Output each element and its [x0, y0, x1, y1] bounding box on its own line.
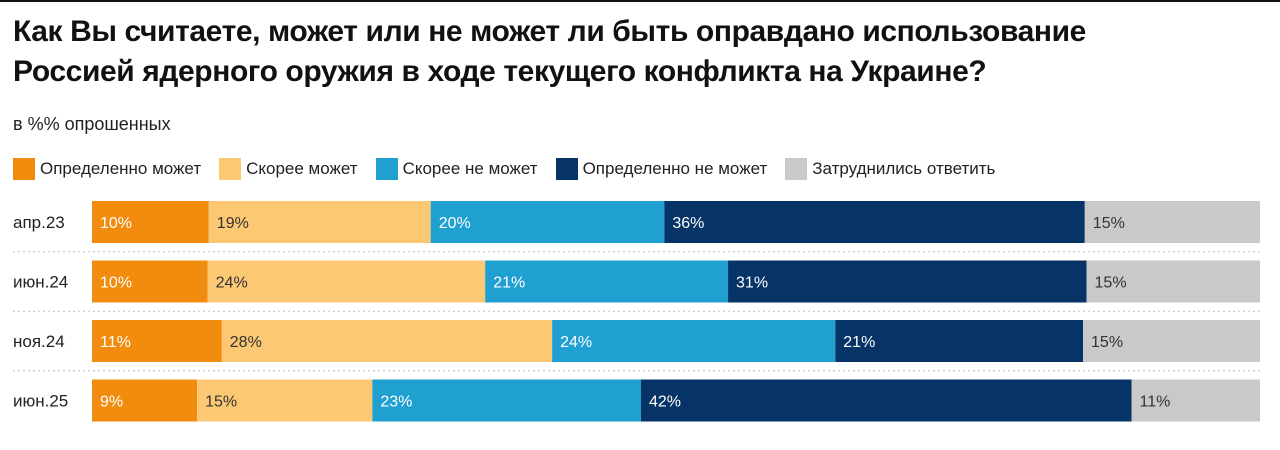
data-label: 11%: [100, 334, 131, 351]
data-label: 15%: [1091, 334, 1123, 351]
bar-segment: [92, 320, 222, 362]
data-label: 24%: [216, 275, 248, 292]
bar-segment: [92, 260, 208, 303]
legend-label: Скорее может: [246, 159, 358, 178]
bar-segment: [835, 320, 1084, 362]
chart-title: Как Вы считаете, может или не может ли б…: [13, 15, 1086, 88]
legend-swatch: [785, 158, 808, 180]
category-label: июн.24: [13, 273, 68, 292]
data-label: 11%: [1140, 394, 1171, 411]
data-label: 20%: [439, 215, 471, 232]
data-label: 15%: [1093, 215, 1125, 232]
bar-segment: [640, 379, 1132, 422]
data-label: 36%: [672, 215, 704, 232]
legend-swatch: [219, 158, 242, 180]
legend-item: Затруднились ответить: [785, 158, 995, 180]
data-label: 10%: [100, 275, 132, 292]
data-label: 28%: [230, 334, 262, 351]
bar-segment: [664, 201, 1085, 243]
data-label: 21%: [493, 275, 525, 292]
data-label: 24%: [560, 334, 592, 351]
bar-segment: [430, 201, 665, 243]
legend-swatch: [13, 158, 35, 180]
top-rule: [0, 0, 1280, 2]
legend-label: Скорее не может: [402, 159, 538, 178]
bar-segment: [92, 201, 209, 243]
data-label: 21%: [843, 334, 875, 351]
legend-item: Скорее может: [219, 158, 358, 180]
legend-swatch: [375, 158, 398, 180]
data-label: 9%: [100, 394, 123, 411]
data-label: 19%: [217, 215, 249, 232]
data-label: 15%: [1095, 275, 1127, 292]
bar-segment: [728, 260, 1087, 303]
legend-label: Определенно может: [40, 159, 202, 178]
legend-swatch: [555, 158, 578, 180]
category-label: апр.23: [13, 213, 65, 232]
data-label: 15%: [205, 394, 237, 411]
legend-label: Затруднились ответить: [812, 159, 996, 178]
legend-item: Определенно может: [13, 158, 201, 180]
data-label: 42%: [649, 394, 681, 411]
bar-segment: [485, 260, 729, 303]
legend-item: Определенно не может: [555, 158, 768, 180]
bar-segment: [1131, 379, 1260, 422]
bar-segment: [552, 320, 836, 362]
legend: Определенно может Скорее может Скорее не м…: [13, 156, 1013, 182]
chart-subtitle: в %% опрошенных: [13, 114, 171, 134]
category-label: ноя.24: [13, 332, 65, 351]
bar-segment: [207, 260, 486, 303]
legend-label: Определенно не может: [582, 159, 768, 178]
legend-item: Скорее не может: [375, 158, 538, 180]
category-label: июн.25: [13, 392, 68, 411]
bar-segment: [221, 320, 553, 362]
data-label: 23%: [380, 394, 412, 411]
bar-segment: [92, 379, 198, 422]
bar-segment: [1083, 320, 1260, 362]
bar-segment: [208, 201, 431, 243]
data-label: 10%: [100, 215, 132, 232]
bar-segment: [1084, 201, 1260, 243]
bar-segment: [197, 379, 373, 422]
bar-segment: [372, 379, 641, 422]
data-label: 31%: [736, 275, 768, 292]
bar-segment: [1086, 260, 1260, 303]
